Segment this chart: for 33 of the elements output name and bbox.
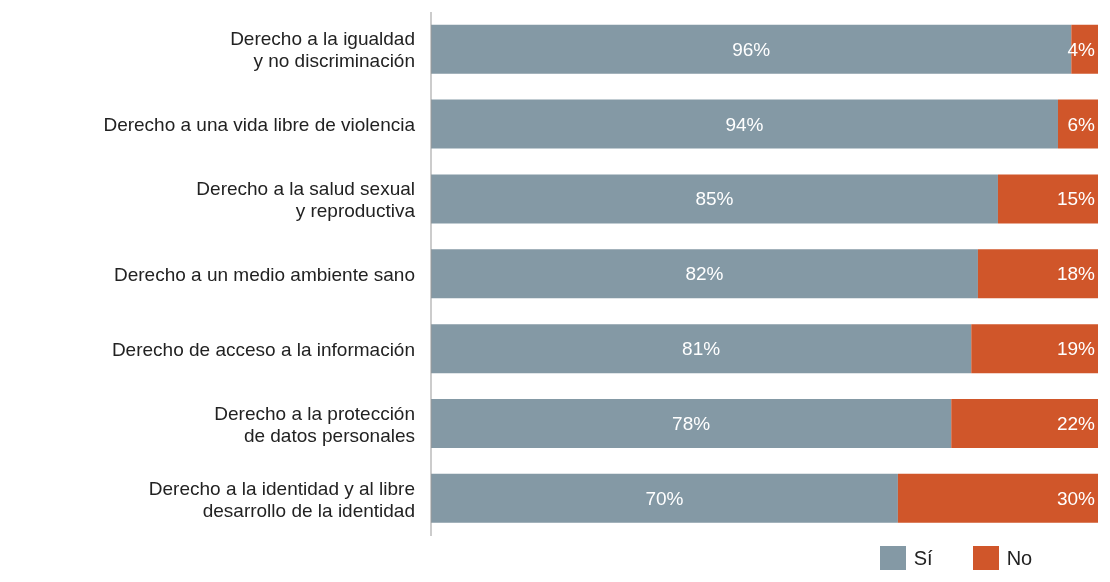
data-label: 30% — [1056, 487, 1096, 509]
bar — [431, 324, 972, 374]
data-label: 78% — [672, 413, 711, 435]
bar — [997, 174, 1098, 224]
bar — [431, 473, 898, 523]
y-tick-label: Derecho a la salud sexual y reproductiva — [196, 177, 416, 221]
data-label: 82% — [685, 263, 724, 285]
y-tick-label: Derecho de acceso a la información — [111, 338, 415, 360]
bar — [897, 473, 1098, 523]
y-tick-label: Derecho a un medio ambiente sano — [113, 263, 415, 285]
bar — [431, 399, 952, 449]
data-label: 96% — [732, 38, 771, 60]
data-label: 15% — [1056, 188, 1096, 210]
bar — [431, 174, 998, 224]
data-label: 70% — [645, 487, 684, 509]
bar — [431, 249, 978, 299]
data-label: 6% — [1067, 113, 1096, 135]
y-tick-label: Derecho a una vida libre de violencia — [103, 113, 416, 135]
y-tick-label: Derecho a la identidad y al libre desarrollo de la identidad — [148, 477, 415, 521]
legend-label: No — [1005, 546, 1033, 570]
data-label: 85% — [695, 188, 734, 210]
bar — [977, 249, 1098, 299]
data-label: 94% — [725, 113, 764, 135]
bar — [431, 99, 1058, 149]
bar — [971, 324, 1098, 374]
data-label: 18% — [1056, 263, 1096, 285]
legend-label: Sí — [912, 546, 933, 570]
data-label: 19% — [1056, 338, 1096, 360]
y-tick-label: Derecho a la igualdad y no discriminación — [230, 27, 415, 71]
data-label: 81% — [682, 338, 721, 360]
y-tick-label: Derecho a la protección de datos personales — [214, 402, 415, 446]
data-label: 22% — [1056, 413, 1096, 435]
bar — [951, 399, 1098, 449]
